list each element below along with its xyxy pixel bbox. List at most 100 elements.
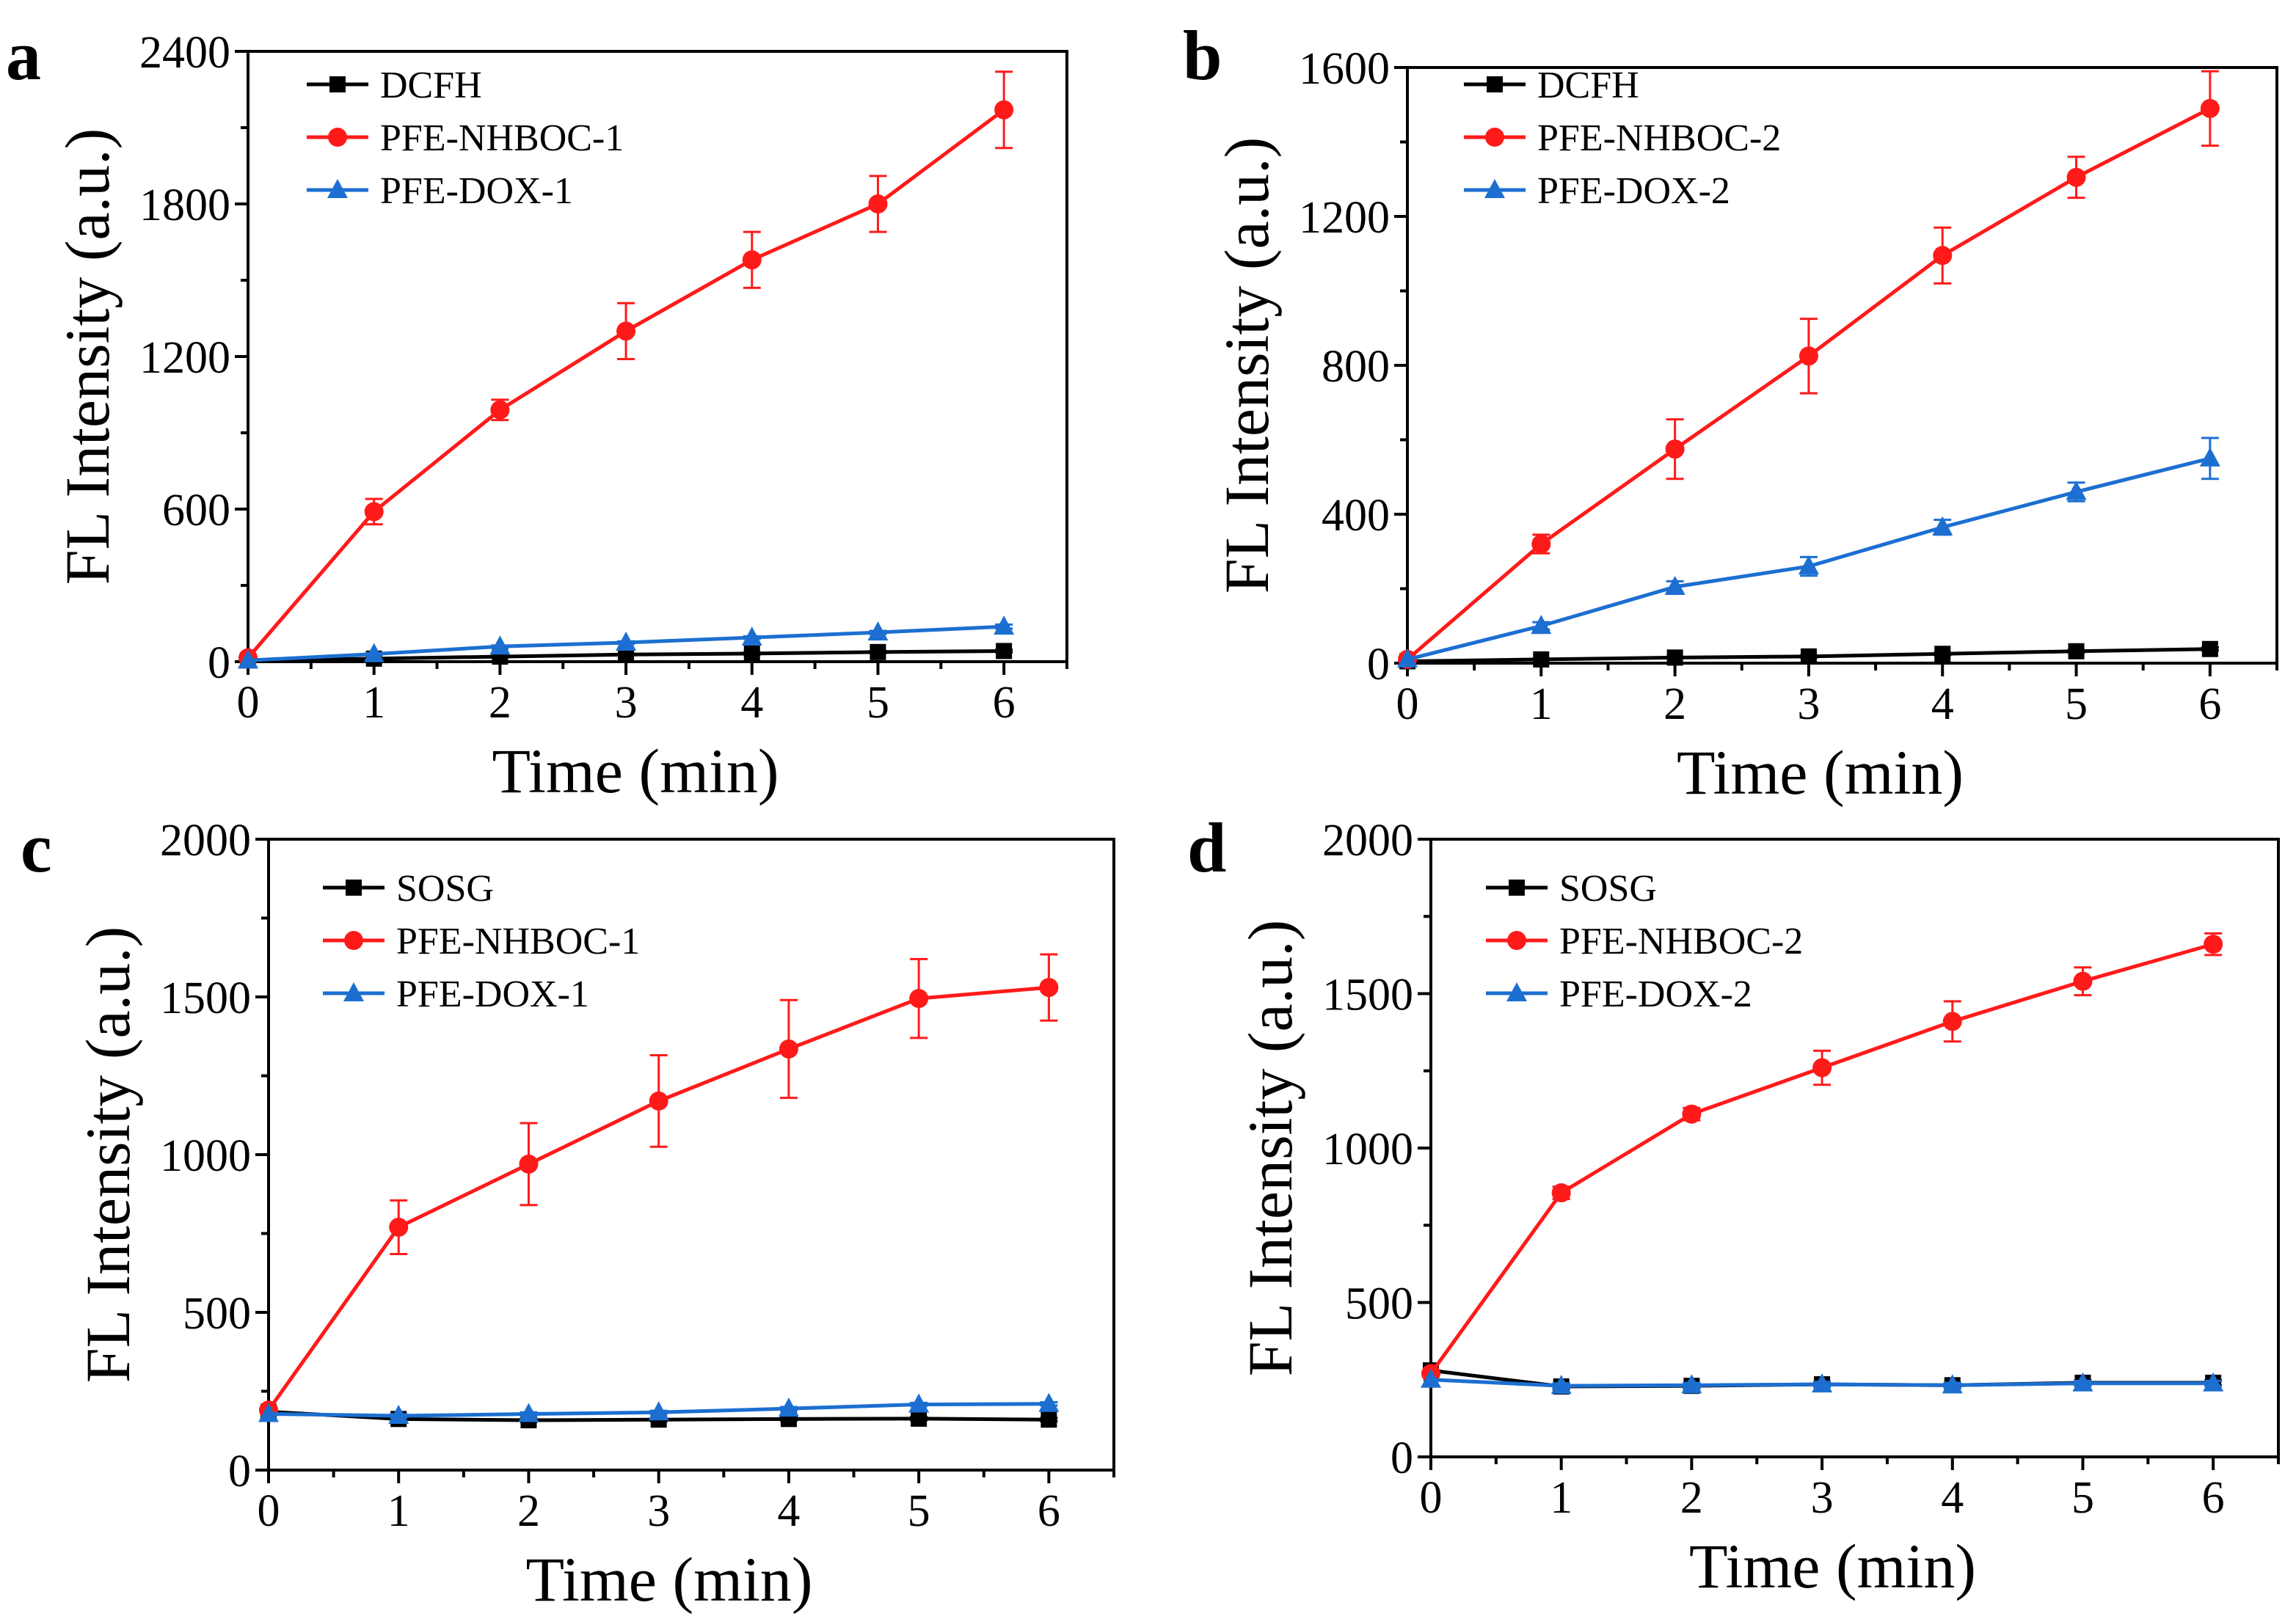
x-tick-label: 0 (1396, 679, 1419, 729)
plot-frame (247, 50, 1068, 663)
data-point-square (1800, 648, 1817, 665)
data-point-triangle (327, 179, 348, 198)
data-point-triangle (388, 1405, 409, 1425)
y-tick-label: 1000 (1322, 1125, 1413, 1174)
y-tick-label: 800 (1322, 342, 1390, 392)
x-tick-label: 2 (517, 1486, 540, 1536)
data-point-circle (344, 931, 363, 950)
data-point-triangle (2199, 447, 2220, 467)
legend-label: PFE-NHBOC-1 (380, 117, 624, 159)
data-point-circle (1665, 439, 1685, 459)
data-point-circle (742, 250, 762, 270)
y-tick-label: 2000 (1322, 816, 1413, 866)
x-axis-title: Time (min) (525, 1544, 812, 1615)
y-tick-label: 0 (208, 638, 230, 688)
data-point-circle (616, 321, 636, 341)
x-tick-label: 2 (1663, 679, 1686, 729)
x-tick-label: 5 (2065, 679, 2088, 729)
legend-label: PFE-DOX-2 (1537, 170, 1730, 212)
data-point-square (2068, 643, 2085, 659)
data-point-square (2201, 640, 2218, 657)
data-point-square (346, 880, 362, 896)
series-line (1429, 942, 2214, 1375)
data-point-circle (1942, 1012, 1962, 1031)
series-pfe-dox-2 (1397, 436, 2220, 668)
y-axis-title: FL Intensity (a.u.) (52, 128, 123, 585)
data-point-triangle (258, 1403, 279, 1422)
data-point-triangle (1531, 615, 1552, 635)
data-point-square (1934, 646, 1951, 662)
legend-label: PFE-NHBOC-2 (1559, 921, 1803, 962)
data-point-triangle (648, 1401, 669, 1421)
series-pfe-nhboc-1 (238, 70, 1014, 668)
chart-panel-b: b 0 400 800 1200 1600 0 1 2 3 4 5 6 Time (min) FL Inte… (1183, 16, 2278, 808)
legend-label: PFE-NHBOC-2 (1537, 117, 1781, 159)
plot-frame (1429, 838, 2280, 1458)
data-point-circle (2200, 98, 2220, 118)
data-point-circle (868, 194, 888, 213)
legend-label: SOSG (396, 868, 494, 910)
x-tick-label: 5 (2071, 1473, 2094, 1523)
data-point-circle (1682, 1104, 1702, 1124)
data-point-triangle (1484, 179, 1505, 198)
y-tick-label: 500 (183, 1289, 251, 1339)
x-tick-label: 4 (740, 678, 763, 728)
x-tick-label: 1 (362, 678, 385, 728)
y-tick-label: 1600 (1299, 44, 1390, 94)
data-point-triangle (2203, 1372, 2224, 1392)
data-point-triangle (2072, 1372, 2093, 1392)
y-tick-label: 1500 (160, 973, 251, 1023)
data-point-square (1666, 649, 1683, 666)
data-point-triangle (778, 1397, 799, 1417)
data-point-circle (389, 1217, 409, 1237)
series-line (266, 985, 1049, 1411)
data-point-triangle (994, 615, 1015, 635)
y-tick-label: 500 (1345, 1279, 1413, 1329)
data-point-triangle (867, 621, 889, 641)
x-tick-label: 3 (615, 678, 638, 728)
data-point-triangle (1038, 1392, 1060, 1412)
y-axis-title: FL Intensity (a.u.) (1211, 137, 1282, 594)
chart-panel-a: a 0 600 1200 1800 2400 0 1 2 3 4 5 6 Time (min) FL Int… (6, 16, 1068, 806)
y-tick-label: 1000 (160, 1131, 251, 1181)
x-tick-label: 2 (1680, 1473, 1703, 1523)
legend-label: DCFH (380, 65, 482, 106)
data-point-circle (994, 100, 1014, 120)
x-tick-label: 3 (647, 1486, 670, 1536)
x-tick-label: 1 (387, 1486, 410, 1536)
data-point-triangle (518, 1403, 539, 1422)
data-point-circle (1798, 346, 1818, 366)
x-tick-label: 5 (908, 1486, 930, 1536)
x-axis-title: Time (min) (1677, 737, 1964, 808)
panel-label: b (1183, 16, 1222, 95)
data-point-circle (364, 502, 384, 522)
y-tick-label: 400 (1322, 491, 1390, 541)
series-pfe-nhboc-2 (1398, 70, 2220, 669)
series-pfe-dox-1 (258, 1392, 1060, 1425)
series-line (247, 108, 1005, 659)
x-tick-label: 6 (2202, 1473, 2225, 1523)
data-point-circle (779, 1039, 798, 1059)
panel-label: d (1187, 808, 1226, 887)
x-tick-label: 4 (1931, 679, 1954, 729)
data-point-circle (2066, 167, 2086, 187)
data-point-triangle (741, 626, 762, 646)
x-tick-label: 3 (1811, 1473, 1834, 1523)
series-pfe-dox-1 (238, 615, 1015, 669)
x-tick-label: 0 (258, 1486, 280, 1536)
y-axis-title: FL Intensity (a.u.) (1235, 920, 1305, 1377)
data-point-square (329, 76, 346, 92)
data-point-circle (490, 400, 510, 420)
y-tick-label: 1800 (139, 180, 230, 230)
data-point-triangle (343, 982, 364, 1001)
data-point-circle (1507, 931, 1526, 950)
x-tick-label: 4 (777, 1486, 800, 1536)
x-tick-label: 0 (1420, 1473, 1443, 1523)
legend-label: PFE-NHBOC-1 (396, 921, 640, 962)
data-point-circle (1812, 1058, 1832, 1078)
y-tick-label: 0 (1391, 1433, 1413, 1483)
data-point-square (1041, 1411, 1057, 1428)
x-tick-label: 6 (993, 678, 1016, 728)
data-point-circle (1531, 534, 1551, 554)
